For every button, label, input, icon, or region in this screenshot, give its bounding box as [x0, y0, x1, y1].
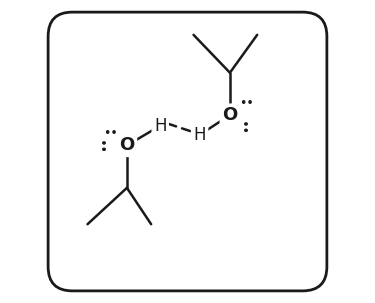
- Text: ••: ••: [98, 137, 111, 151]
- Text: ••: ••: [103, 127, 118, 140]
- Text: ••: ••: [240, 117, 253, 132]
- Text: O: O: [119, 136, 135, 155]
- Text: H: H: [154, 117, 166, 135]
- FancyBboxPatch shape: [48, 12, 327, 291]
- Text: ••: ••: [239, 97, 254, 109]
- Text: H: H: [194, 126, 206, 144]
- Text: O: O: [222, 106, 237, 124]
